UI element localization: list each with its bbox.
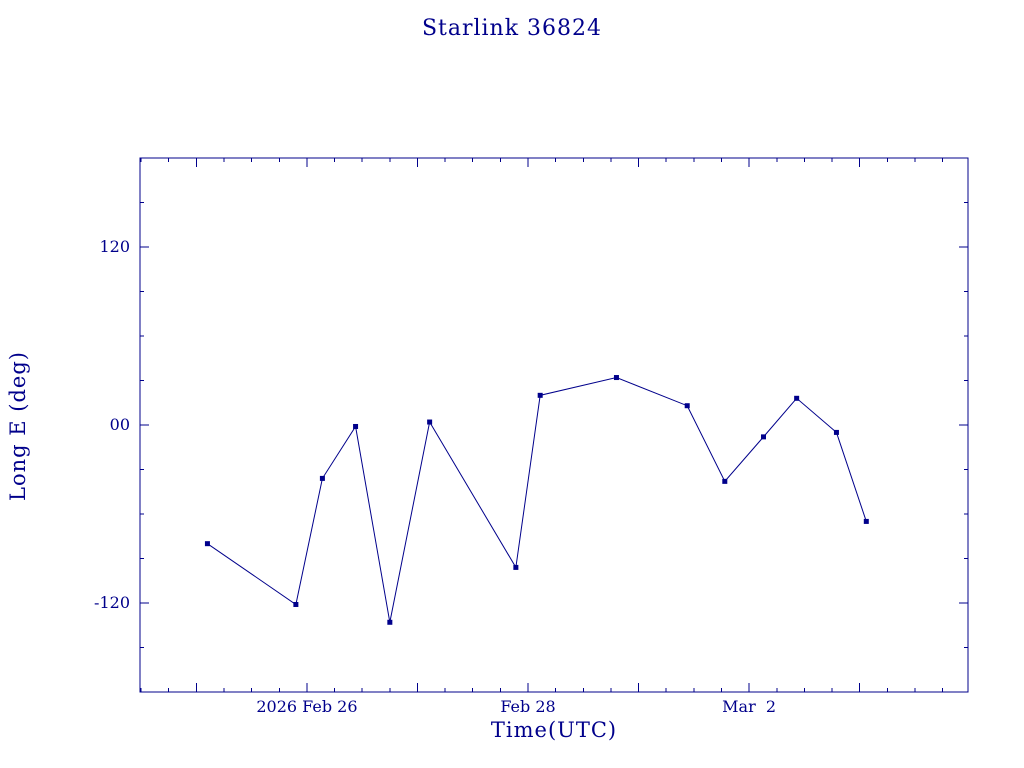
data-point-marker <box>722 478 728 484</box>
data-point-marker <box>794 395 800 401</box>
data-point-marker <box>204 541 210 547</box>
data-point-marker <box>684 403 690 409</box>
data-point-marker <box>863 518 869 524</box>
data-point-marker <box>427 419 433 425</box>
plot-frame <box>139 157 969 693</box>
x-tick-label: Mar 2 <box>722 697 776 716</box>
x-axis-label: Time(UTC) <box>490 718 618 742</box>
data-point-marker <box>319 475 325 481</box>
data-point-marker <box>760 434 766 440</box>
data-point-marker <box>537 392 543 398</box>
chart-title: Starlink 36824 <box>421 16 603 41</box>
data-point-marker <box>513 564 519 570</box>
data-line <box>207 377 867 623</box>
y-tick-label: 120 <box>99 237 130 256</box>
x-tick-label: Feb 28 <box>500 697 555 716</box>
y-tick-label: 00 <box>110 415 130 434</box>
data-point-marker <box>387 619 393 625</box>
data-point-marker <box>613 375 619 381</box>
data-point-marker <box>353 423 359 429</box>
data-point-marker <box>293 601 299 607</box>
x-tick-label: 2026 Feb 26 <box>256 697 357 716</box>
y-tick-label: -120 <box>94 593 130 612</box>
data-point-marker <box>833 429 839 435</box>
